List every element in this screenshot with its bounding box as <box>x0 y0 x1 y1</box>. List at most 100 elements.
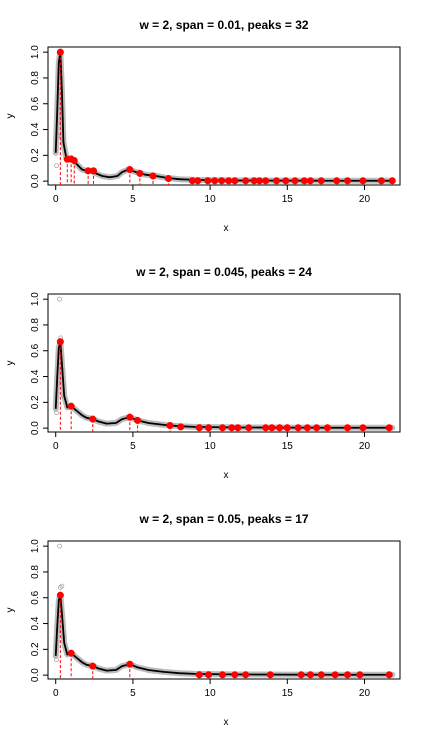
y-tick-label: 0.2 <box>30 395 41 409</box>
x-axis-label: x <box>224 470 229 481</box>
x-tick-label: 0 <box>53 194 59 205</box>
peak-point <box>262 424 270 432</box>
raw-point <box>54 163 59 169</box>
y-tick-label: 0.8 <box>30 565 41 579</box>
peak-point <box>89 662 97 670</box>
peak-point <box>323 424 331 432</box>
y-tick-label: 1.0 <box>30 292 41 306</box>
peak-point <box>218 177 226 185</box>
peak-point <box>177 423 185 431</box>
peak-point <box>67 649 75 657</box>
x-tick-label: 20 <box>359 441 371 452</box>
peak-point <box>385 671 393 679</box>
y-tick-label: 0.4 <box>30 369 41 383</box>
peak-point <box>303 424 311 432</box>
peak-point <box>89 167 98 175</box>
peak-point <box>300 177 308 185</box>
y-tick-label: 0.6 <box>30 590 41 604</box>
peak-point <box>306 177 315 185</box>
x-tick-label: 5 <box>130 441 136 452</box>
x-tick-label: 10 <box>205 194 217 205</box>
y-tick-label: 0.8 <box>30 318 41 332</box>
plot-frame <box>47 46 401 186</box>
peak-point <box>343 671 352 679</box>
peak-point <box>359 177 367 185</box>
y-tick-label: 0.0 <box>30 421 41 435</box>
peak-point <box>268 424 276 432</box>
peak-point <box>385 424 393 432</box>
peak-point <box>331 671 339 679</box>
peak-point <box>195 671 203 679</box>
peak-point <box>56 591 64 599</box>
peak-point <box>313 424 321 432</box>
peak-point <box>294 424 302 432</box>
peak-point <box>242 671 250 679</box>
peak-point <box>126 413 134 421</box>
plot-frame <box>47 540 401 680</box>
y-tick-label: 0.4 <box>30 122 41 136</box>
y-tick-label: 0.8 <box>30 71 41 85</box>
y-tick-label: 0.0 <box>30 668 41 682</box>
plot-title: w = 2, span = 0.045, peaks = 24 <box>135 265 312 279</box>
y-tick-label: 0.4 <box>30 616 41 630</box>
peak-point <box>228 424 236 432</box>
peak-point <box>306 671 315 679</box>
x-tick-label: 15 <box>282 194 294 205</box>
peak-point <box>291 177 299 185</box>
x-tick-label: 20 <box>359 194 371 205</box>
smoothed-line <box>54 594 393 676</box>
peak-point <box>343 177 352 185</box>
raw-point <box>57 543 62 549</box>
peak-point <box>136 169 144 177</box>
peak-point <box>225 177 233 185</box>
smoothed-line <box>54 340 393 429</box>
peak-point <box>126 165 134 174</box>
peak-point <box>166 422 174 430</box>
peak-point <box>262 177 270 185</box>
peak-point <box>282 177 290 185</box>
peak-point <box>317 177 325 185</box>
plot-title: w = 2, span = 0.01, peaks = 32 <box>138 18 308 32</box>
x-tick-label: 0 <box>53 441 59 452</box>
peak-point <box>231 177 239 185</box>
peak-point <box>204 177 212 185</box>
y-axis-label: y <box>5 114 16 119</box>
peak-point <box>218 424 227 432</box>
x-tick-label: 10 <box>205 688 217 699</box>
peak-point <box>283 424 291 432</box>
x-tick-label: 20 <box>359 688 371 699</box>
x-tick-label: 5 <box>130 194 136 205</box>
y-tick-label: 0.6 <box>30 96 41 110</box>
peak-point <box>297 671 305 679</box>
peak-point <box>194 177 202 185</box>
peak-point <box>195 424 203 432</box>
peak-point <box>205 424 213 432</box>
peak-point <box>231 671 239 679</box>
plot-panel-3: w = 2, span = 0.05, peaks = 17 0 5 10 15 20 0.… <box>5 512 401 728</box>
raw-point <box>54 657 59 663</box>
peak-point <box>356 671 364 679</box>
raw-point <box>57 296 62 302</box>
y-tick-label: 1.0 <box>30 45 41 59</box>
plot-frame <box>47 293 401 433</box>
raw-point <box>59 583 65 589</box>
raw-data-band <box>52 592 396 678</box>
x-tick-label: 5 <box>130 688 136 699</box>
peak-point <box>359 424 367 432</box>
y-axis-label: y <box>5 608 16 613</box>
peak-point <box>234 424 242 432</box>
x-axis-label: x <box>224 717 229 728</box>
x-tick-label: 0 <box>53 688 59 699</box>
peak-point <box>276 424 284 432</box>
peak-point <box>255 177 264 185</box>
peak-point <box>388 177 396 185</box>
peak-point <box>242 177 250 185</box>
smoothed-line <box>54 51 393 182</box>
x-tick-label: 15 <box>282 688 294 699</box>
x-tick-label: 15 <box>282 441 294 452</box>
y-tick-label: 0.6 <box>30 343 41 357</box>
peak-point <box>218 671 227 679</box>
raw-data-band <box>52 49 396 184</box>
raw-point <box>54 410 59 416</box>
peak-point <box>56 48 64 56</box>
